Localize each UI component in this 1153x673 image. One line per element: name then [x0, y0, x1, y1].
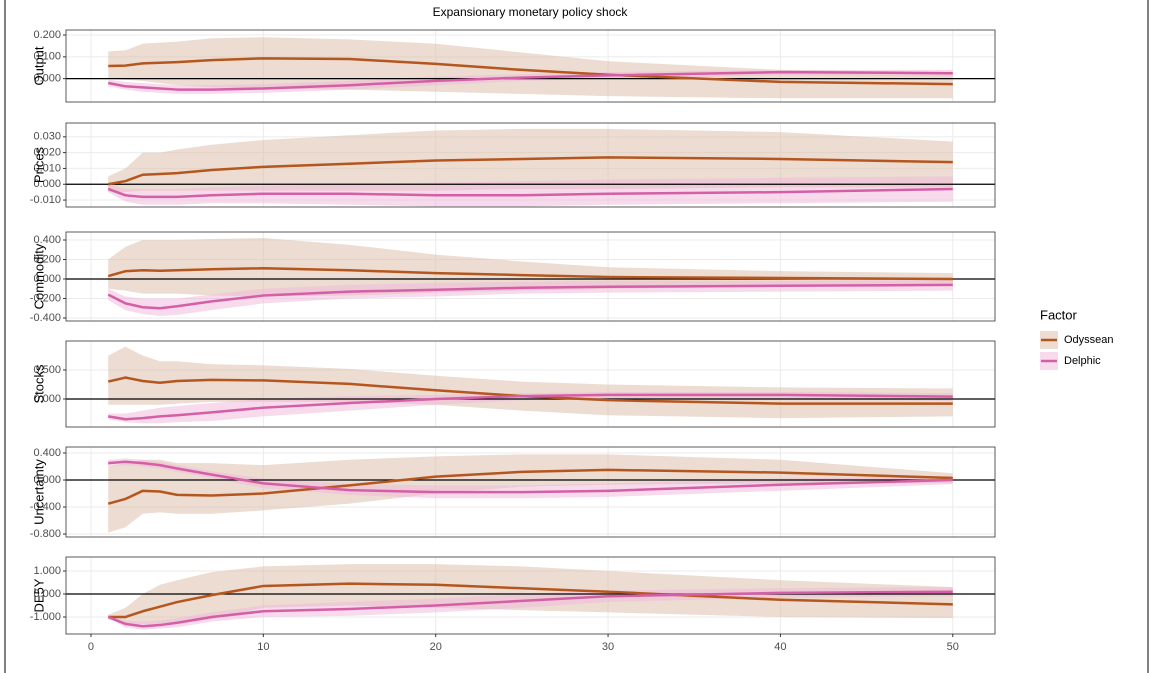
legend-label: Odyssean — [1064, 334, 1114, 346]
panel-border — [65, 29, 996, 103]
y-tick-label: 0.010 — [33, 162, 61, 174]
y-axis-label: Uncertainty — [31, 459, 46, 525]
confidence-band — [108, 454, 953, 533]
y-axis-label: Output — [31, 46, 46, 85]
confidence-band — [108, 279, 953, 317]
y-tick-label: 0.100 — [33, 51, 61, 63]
y-tick-label: 0.000 — [33, 273, 61, 285]
series-line — [108, 156, 953, 186]
x-tick-label: 40 — [774, 641, 786, 653]
y-tick-label: 0.400 — [33, 447, 61, 459]
legend-label: Delphic — [1064, 355, 1101, 367]
y-tick-label: 0.000 — [33, 178, 61, 190]
x-tick-label: 0 — [88, 641, 94, 653]
y-tick-label: -1.000 — [30, 611, 61, 623]
panel-border — [65, 122, 996, 208]
series-line — [107, 376, 953, 405]
legend-title: Factor — [1040, 307, 1078, 322]
y-tick-label: 1.000 — [33, 565, 61, 577]
confidence-band — [108, 69, 953, 94]
x-tick-label: 20 — [430, 641, 442, 653]
y-tick-label: 0.200 — [33, 29, 61, 41]
series-line — [108, 582, 953, 619]
y-tick-label: 0.000 — [33, 73, 61, 85]
y-tick-label: -0.400 — [30, 312, 61, 324]
y-axis-label: Prices — [31, 146, 46, 183]
y-tick-label: 0.000 — [33, 474, 61, 486]
y-tick-label: 0.000 — [33, 588, 61, 600]
series-line — [107, 187, 953, 199]
y-tick-label: -0.400 — [30, 501, 61, 513]
panel-border — [65, 556, 996, 635]
panel-border — [65, 446, 996, 538]
y-tick-label: 0.020 — [33, 147, 61, 159]
x-tick-label: 30 — [602, 641, 614, 653]
y-tick-label: 0.030 — [33, 131, 61, 143]
series-line — [107, 267, 953, 281]
y-tick-label: -0.800 — [30, 528, 61, 540]
series-line — [107, 283, 953, 310]
panel-border — [65, 231, 996, 322]
y-axis-label: Stocks — [31, 364, 46, 404]
y-tick-label: 0.400 — [33, 234, 61, 246]
chart-title: Expansionary monetary policy shock — [433, 5, 629, 19]
series-line — [107, 590, 953, 628]
x-tick-label: 10 — [257, 641, 269, 653]
y-axis-label: Commodity — [31, 243, 46, 309]
x-tick-label: 50 — [947, 641, 959, 653]
series-line — [107, 468, 953, 505]
panel-border — [65, 340, 996, 428]
series-line — [108, 393, 953, 421]
series-line — [108, 460, 953, 494]
y-tick-label: 0.500 — [33, 364, 61, 376]
y-tick-label: -0.200 — [30, 292, 61, 304]
y-axis-label: DE5Y — [31, 578, 46, 612]
confidence-band — [108, 128, 953, 193]
y-tick-label: -0.010 — [30, 194, 61, 206]
y-tick-label: 0.000 — [33, 393, 61, 405]
confidence-band — [108, 392, 953, 424]
y-tick-label: 0.200 — [33, 253, 61, 265]
series-line — [107, 70, 953, 91]
